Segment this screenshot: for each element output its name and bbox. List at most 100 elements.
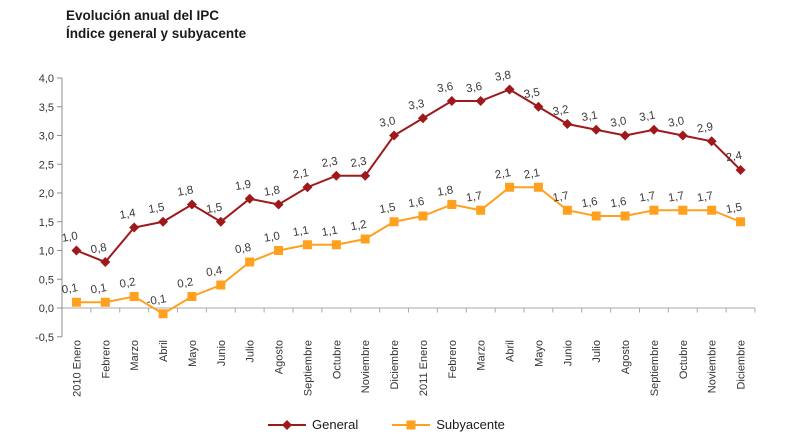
data-label: 0,2: [176, 276, 194, 291]
data-label: 2,9: [696, 121, 714, 136]
x-tick-label: Octubre: [331, 340, 343, 379]
diamond-marker: [677, 130, 688, 141]
series-subyacente-markers: [71, 182, 746, 319]
data-label: 2,1: [494, 167, 512, 182]
square-marker: [331, 240, 341, 250]
square-marker: [533, 182, 543, 192]
data-label: 3,5: [523, 86, 541, 101]
data-label: 0,8: [234, 242, 252, 257]
chart-title: Evolución anual del IPC: [66, 8, 220, 23]
series-general-markers: [71, 84, 746, 267]
y-tick-label: 3,5: [39, 102, 54, 114]
data-label: -0,1: [146, 293, 168, 308]
series-subyacente-data-labels: 0,1 0,1 0,2 -0,1 0,2 0,4 0,8 1,0 1,1 1,1 1,2 1,5 1,6…: [61, 167, 743, 308]
data-label: 3,8: [494, 69, 512, 84]
data-label: 1,7: [552, 190, 570, 205]
data-label: 3,6: [436, 81, 454, 96]
data-label: 3,3: [407, 98, 425, 113]
data-label: 3,0: [379, 115, 397, 130]
square-marker: [302, 240, 312, 250]
diamond-marker: [273, 199, 284, 210]
diamond-marker: [648, 124, 659, 135]
diamond-marker: [244, 193, 255, 204]
data-label: 1,5: [205, 201, 223, 216]
data-label: 1,1: [321, 224, 339, 239]
data-label: 3,0: [667, 115, 685, 130]
square-marker: [678, 205, 688, 215]
x-tick-label: Agosto: [620, 340, 632, 374]
square-marker: [447, 200, 457, 209]
data-label: 3,1: [581, 109, 599, 124]
data-label: 1,7: [638, 190, 656, 205]
x-tick-label: Febrero: [100, 340, 112, 379]
data-label: 1,0: [61, 230, 79, 245]
x-tick-label: 2011 Enero: [418, 340, 430, 396]
data-label: 2,1: [523, 167, 541, 182]
square-marker: [505, 182, 515, 192]
x-tick-label: Febrero: [447, 340, 459, 379]
data-label: 1,5: [148, 201, 166, 216]
x-tick-label: Septiembre: [302, 340, 314, 396]
diamond-marker: [620, 130, 631, 141]
square-marker: [736, 217, 746, 227]
square-marker: [360, 234, 370, 244]
x-tick-label: Junio: [216, 340, 228, 366]
legend-label-general: General: [312, 417, 359, 432]
square-marker: [71, 297, 81, 307]
subyacente-line-square-icon: [392, 420, 431, 429]
x-tick-label: Abril: [505, 340, 517, 362]
data-label: 1,8: [263, 184, 281, 199]
data-label: 1,7: [696, 190, 714, 205]
series-general-data-labels: 1,0 0,8 1,4 1,5 1,8 1,5 1,9 1,8 2,1 2,3 2,3 3,0 3,3 3…: [61, 69, 744, 256]
data-label: 1,8: [436, 184, 454, 199]
series-subyacente-line: [76, 186, 741, 315]
legend-item-subyacente: Subyacente: [392, 417, 505, 432]
data-label: 0,1: [90, 282, 108, 297]
square-marker: [100, 297, 110, 307]
data-label: 1,9: [234, 178, 252, 193]
data-label: 1,8: [176, 184, 194, 199]
data-label: 0,4: [205, 265, 223, 280]
data-label: 1,6: [610, 196, 628, 211]
data-label: 1,6: [407, 196, 425, 211]
square-marker: [591, 211, 601, 221]
diamond-marker: [360, 170, 371, 181]
x-tick-label: Octubre: [678, 340, 690, 379]
legend-label-subyacente: Subyacente: [436, 417, 505, 432]
legend: General Subyacente: [268, 417, 505, 432]
data-label: 2,3: [321, 155, 339, 170]
y-tick-label: 2,0: [39, 188, 54, 200]
data-label: 1,5: [379, 201, 397, 216]
diamond-marker: [706, 136, 717, 147]
series-general-line: [76, 88, 742, 264]
data-label: 2,3: [350, 155, 368, 170]
square-marker: [187, 292, 197, 301]
y-tick-label: 2,5: [39, 159, 54, 171]
diamond-marker: [215, 216, 226, 227]
diamond-marker: [562, 119, 573, 129]
data-label: 3,0: [610, 115, 628, 130]
diamond-marker: [735, 165, 746, 175]
square-marker: [389, 217, 399, 227]
y-axis: -0,5 0,0 0,5 1,0 1,5 2,0 2,5 3,0 3,5 4,0: [35, 73, 63, 344]
x-axis-labels: 2010 Enero Febrero Marzo Abril Mayo Junio Juli…: [71, 340, 747, 397]
diamond-marker: [417, 113, 428, 124]
x-tick-label: Noviembre: [360, 340, 372, 393]
square-marker: [649, 205, 659, 215]
diamond-marker: [158, 216, 169, 227]
square-marker: [620, 211, 630, 221]
square-marker: [476, 205, 486, 215]
data-label: 1,1: [292, 224, 310, 239]
x-tick-label: Junio: [562, 340, 574, 366]
x-tick-label: Mayo: [533, 340, 545, 367]
diamond-marker: [591, 124, 602, 135]
diamond-marker: [129, 222, 140, 233]
data-label: 2,1: [292, 167, 310, 182]
x-tick-label: Marzo: [476, 340, 488, 371]
square-marker: [216, 280, 226, 290]
x-tick-label: Agosto: [274, 340, 286, 374]
y-tick-label: 0,0: [39, 303, 54, 315]
data-label: 2,4: [725, 150, 743, 165]
diamond-marker: [302, 182, 313, 193]
